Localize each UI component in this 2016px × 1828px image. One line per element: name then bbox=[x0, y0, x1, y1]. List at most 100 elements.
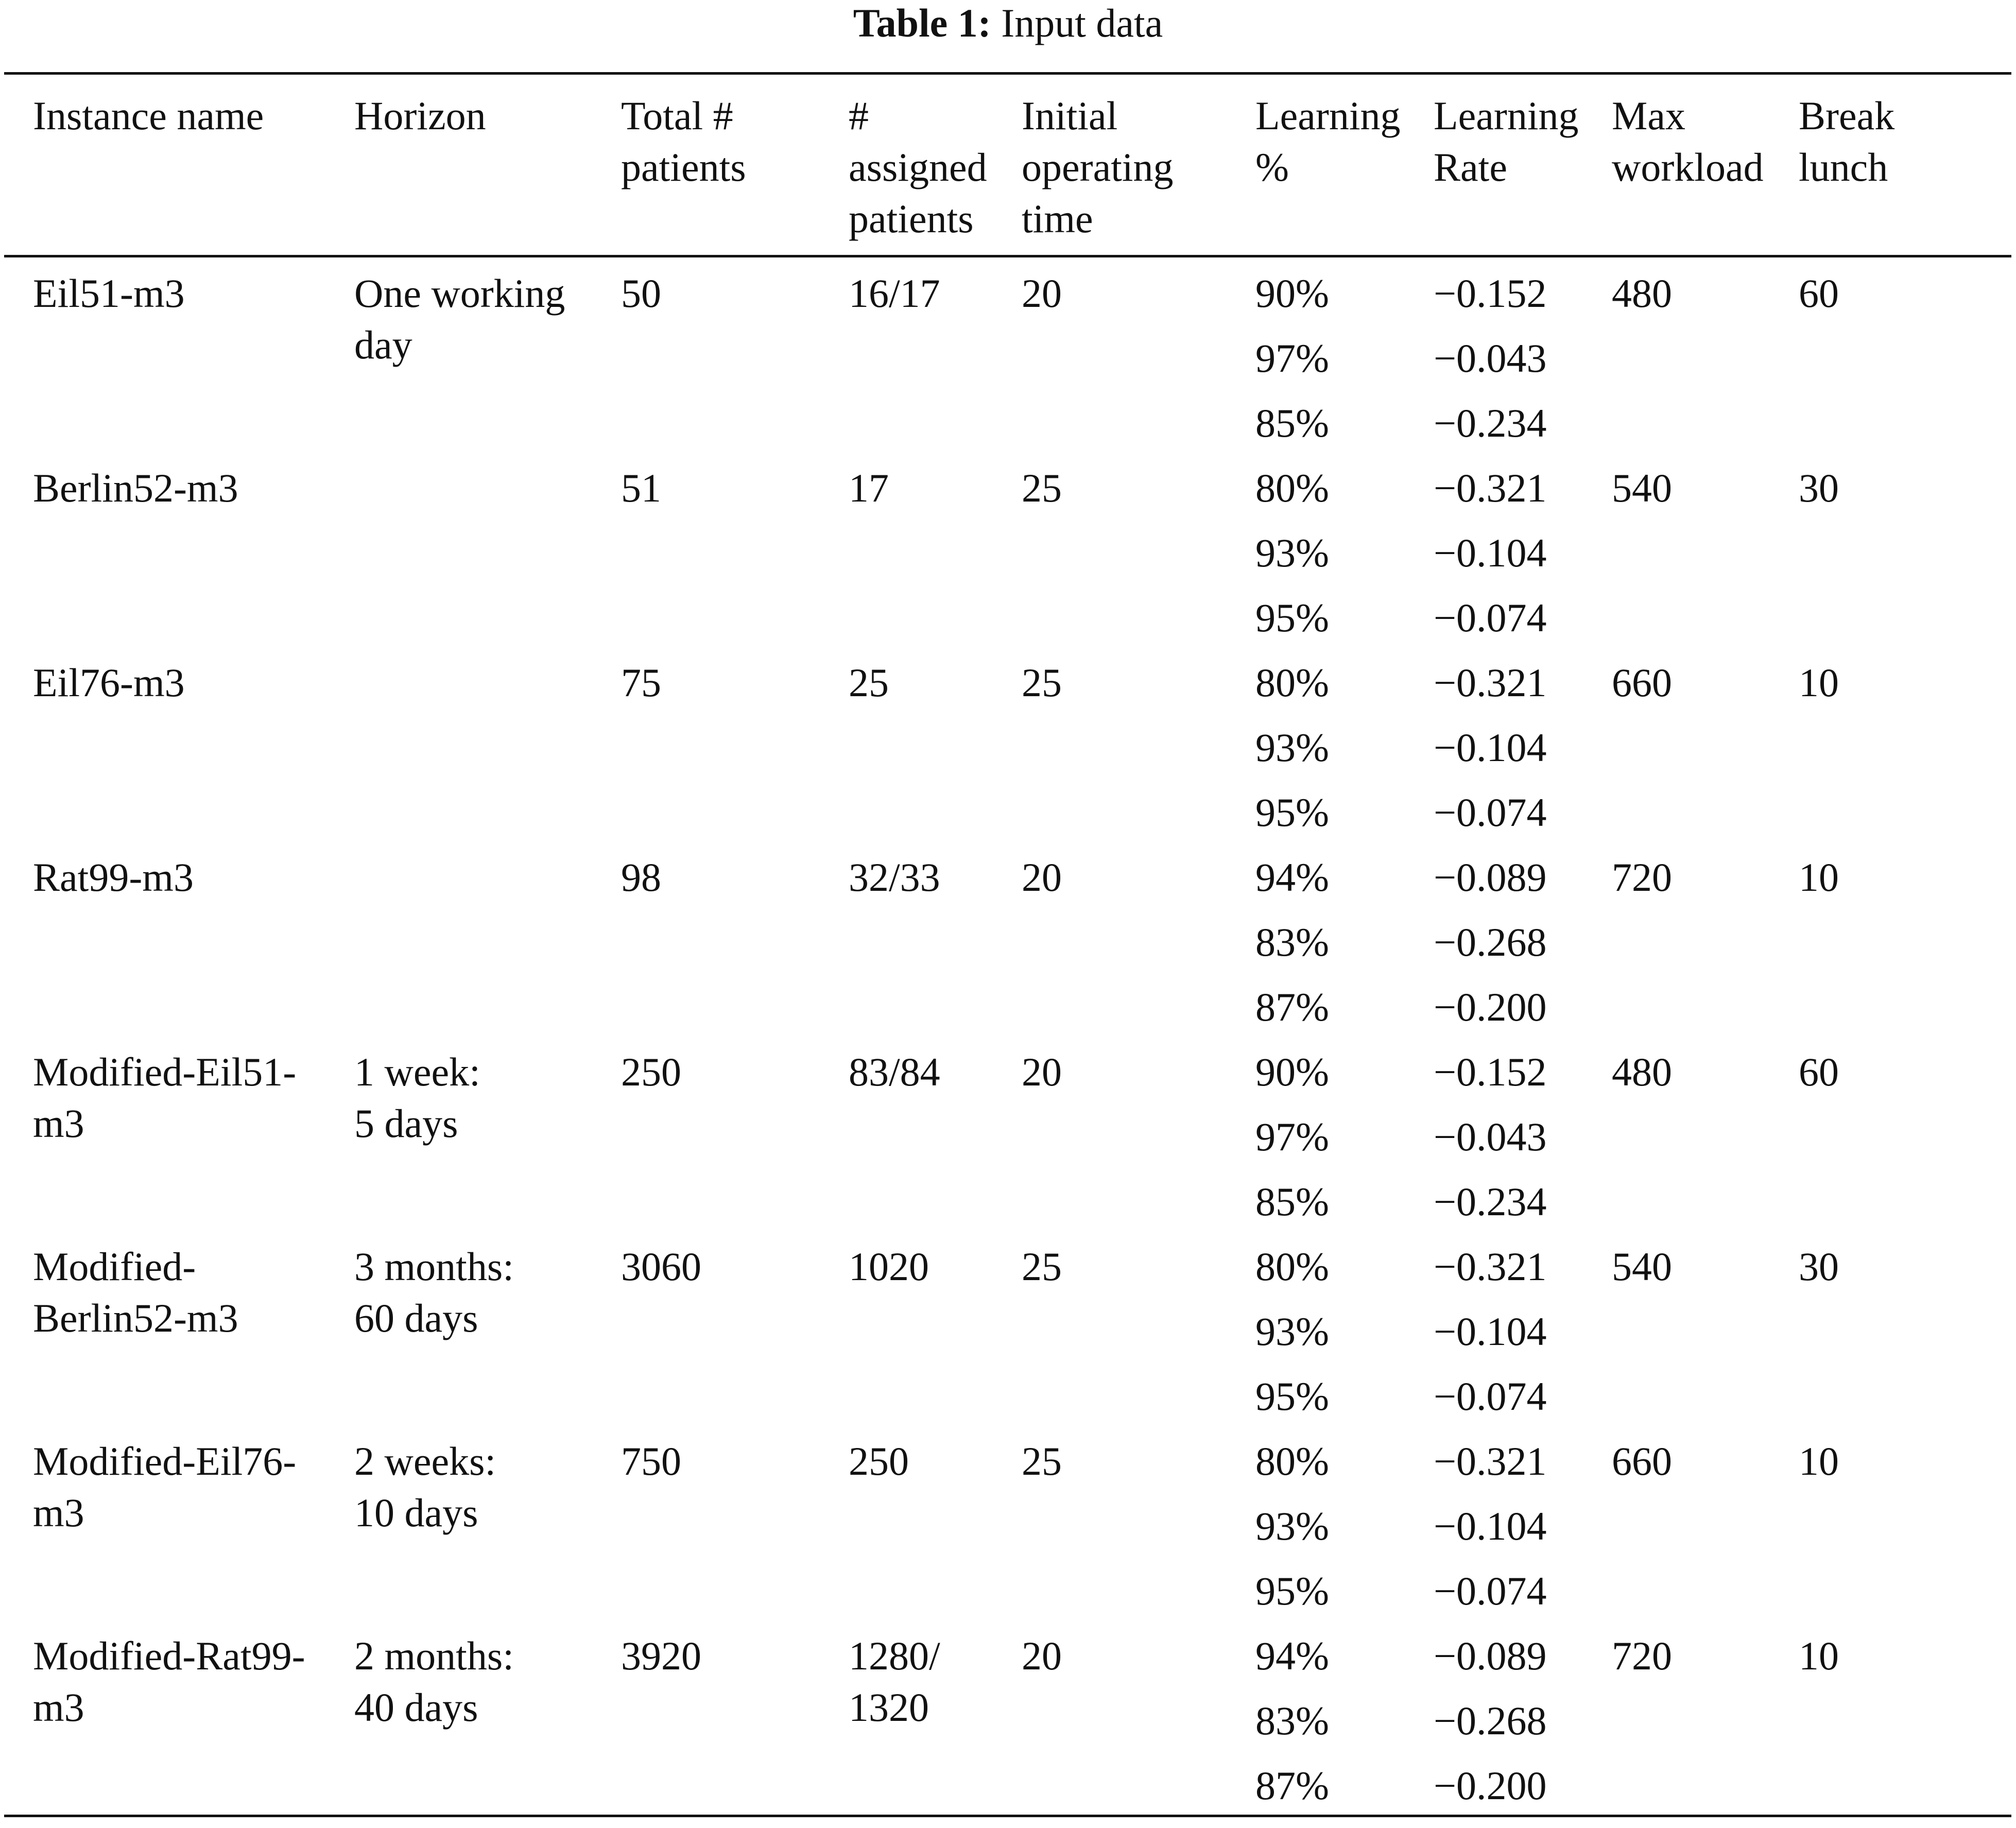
max-workload-cell: 480 bbox=[1612, 271, 1672, 316]
learning-rate-cell: −0.104 bbox=[1434, 725, 1547, 770]
horizon-cell: 2 weeks: 10 days bbox=[354, 1439, 496, 1535]
table-row-group: Eil51-m3 One working day 50 16/17 20 480 60 90% 9… bbox=[4, 257, 2011, 452]
instance-name-cell: Modified-Eil51- m3 bbox=[33, 1049, 297, 1146]
learning-pct-cell: 95% bbox=[1255, 595, 1329, 640]
table-row-group: Berlin52-m3 51 17 25 540 30 80% 93% 95% −0.321 −0.… bbox=[4, 452, 2011, 647]
max-workload-cell: 480 bbox=[1612, 1049, 1672, 1094]
break-lunch-cell: 30 bbox=[1799, 465, 1839, 510]
header-rule bbox=[4, 255, 2011, 257]
initial-operating-time-cell: 25 bbox=[1022, 660, 1062, 705]
table-row-group: Rat99-m3 98 32/33 20 720 10 94% 83% 87% −0.089 −0.… bbox=[4, 841, 2011, 1036]
learning-rate-cell: −0.200 bbox=[1434, 1763, 1547, 1808]
max-workload-cell: 720 bbox=[1612, 1633, 1672, 1678]
break-lunch-cell: 10 bbox=[1799, 660, 1839, 705]
total-patients-cell: 250 bbox=[621, 1049, 681, 1094]
break-lunch-cell: 60 bbox=[1799, 271, 1839, 316]
assigned-patients-cell: 17 bbox=[849, 465, 889, 510]
learning-pct-cell: 94% bbox=[1255, 855, 1329, 900]
learning-pct-cell: 80% bbox=[1255, 660, 1329, 705]
table-row-group: Modified-Rat99- m3 2 months: 40 days 3920 128… bbox=[4, 1620, 2011, 1815]
table-row-group: Eil76-m3 75 25 25 660 10 80% 93% 95% −0.321 −0.104… bbox=[4, 647, 2011, 841]
instance-name-cell: Rat99-m3 bbox=[33, 855, 194, 900]
learning-pct-cell: 93% bbox=[1255, 1504, 1329, 1548]
caption-label: Table 1: bbox=[853, 1, 991, 45]
header-initial-operating-time: Initial operating time bbox=[1022, 93, 1174, 241]
learning-rate-cell: −0.043 bbox=[1434, 1114, 1547, 1159]
learning-rate-cell: −0.268 bbox=[1434, 920, 1547, 964]
break-lunch-cell: 60 bbox=[1799, 1049, 1839, 1094]
learning-rate-cell: −0.152 bbox=[1434, 271, 1547, 316]
learning-pct-cell: 95% bbox=[1255, 1568, 1329, 1613]
learning-pct-cell: 93% bbox=[1255, 1309, 1329, 1354]
initial-operating-time-cell: 25 bbox=[1022, 1244, 1062, 1289]
learning-pct-cell: 97% bbox=[1255, 1114, 1329, 1159]
learning-rate-cell: −0.321 bbox=[1434, 660, 1547, 705]
total-patients-cell: 98 bbox=[621, 855, 661, 900]
assigned-patients-cell: 32/33 bbox=[849, 855, 940, 900]
learning-rate-cell: −0.104 bbox=[1434, 1309, 1547, 1354]
break-lunch-cell: 30 bbox=[1799, 1244, 1839, 1289]
max-workload-cell: 720 bbox=[1612, 855, 1672, 900]
initial-operating-time-cell: 25 bbox=[1022, 1439, 1062, 1484]
input-data-table: Instance name Horizon Total # patients # assi… bbox=[4, 72, 2011, 1817]
total-patients-cell: 75 bbox=[621, 660, 661, 705]
header-total-patients: Total # patients bbox=[621, 93, 746, 189]
total-patients-cell: 750 bbox=[621, 1439, 681, 1484]
learning-rate-cell: −0.321 bbox=[1434, 1439, 1547, 1484]
learning-pct-cell: 93% bbox=[1255, 725, 1329, 770]
learning-rate-cell: −0.268 bbox=[1434, 1698, 1547, 1743]
max-workload-cell: 660 bbox=[1612, 660, 1672, 705]
header-row: Instance name Horizon Total # patients # assi… bbox=[4, 75, 2011, 255]
assigned-patients-cell: 250 bbox=[849, 1439, 909, 1484]
learning-rate-cell: −0.043 bbox=[1434, 336, 1547, 381]
learning-rate-cell: −0.074 bbox=[1434, 595, 1547, 640]
horizon-cell: 2 months: 40 days bbox=[354, 1633, 514, 1730]
horizon-cell: 3 months: 60 days bbox=[354, 1244, 514, 1340]
break-lunch-cell: 10 bbox=[1799, 1633, 1839, 1678]
learning-pct-cell: 85% bbox=[1255, 1179, 1329, 1224]
initial-operating-time-cell: 20 bbox=[1022, 1633, 1062, 1678]
caption-text: Input data bbox=[1001, 1, 1163, 45]
header-learning-pct: Learning% bbox=[1255, 93, 1401, 189]
table-caption: Table 1: Input data bbox=[0, 0, 2016, 46]
instance-name-cell: Modified-Rat99- m3 bbox=[33, 1633, 305, 1730]
learning-rate-cell: −0.089 bbox=[1434, 855, 1547, 900]
learning-pct-cell: 85% bbox=[1255, 401, 1329, 445]
learning-pct-cell: 80% bbox=[1255, 1439, 1329, 1484]
break-lunch-cell: 10 bbox=[1799, 855, 1839, 900]
table-body: Eil51-m3 One working day 50 16/17 20 480 60 90% 9… bbox=[4, 257, 2011, 1815]
learning-pct-cell: 97% bbox=[1255, 336, 1329, 381]
assigned-patients-cell: 1280/1320 bbox=[849, 1633, 940, 1730]
learning-pct-cell: 95% bbox=[1255, 1374, 1329, 1419]
total-patients-cell: 51 bbox=[621, 465, 661, 510]
learning-rate-cell: −0.321 bbox=[1434, 1244, 1547, 1289]
assigned-patients-cell: 16/17 bbox=[849, 271, 940, 316]
assigned-patients-cell: 25 bbox=[849, 660, 889, 705]
learning-rate-cell: −0.074 bbox=[1434, 1568, 1547, 1613]
header-assigned-patients: # assigned patients bbox=[849, 93, 987, 241]
total-patients-cell: 3060 bbox=[621, 1244, 701, 1289]
learning-pct-cell: 80% bbox=[1255, 465, 1329, 510]
instance-name-cell: Modified- Berlin52-m3 bbox=[33, 1244, 238, 1340]
learning-rate-cell: −0.104 bbox=[1434, 1504, 1547, 1548]
learning-rate-cell: −0.074 bbox=[1434, 1374, 1547, 1419]
learning-rate-cell: −0.234 bbox=[1434, 401, 1547, 445]
learning-pct-cell: 95% bbox=[1255, 790, 1329, 835]
break-lunch-cell: 10 bbox=[1799, 1439, 1839, 1484]
max-workload-cell: 540 bbox=[1612, 465, 1672, 510]
top-rule bbox=[4, 72, 2011, 75]
header-break-lunch: Break lunch bbox=[1799, 93, 1895, 189]
learning-pct-cell: 90% bbox=[1255, 1049, 1329, 1094]
total-patients-cell: 50 bbox=[621, 271, 661, 316]
learning-pct-cell: 93% bbox=[1255, 530, 1329, 575]
learning-pct-cell: 90% bbox=[1255, 271, 1329, 316]
initial-operating-time-cell: 20 bbox=[1022, 855, 1062, 900]
table-row-group: Modified-Eil51- m3 1 week: 5 days 250 83/84 20… bbox=[4, 1036, 2011, 1231]
learning-rate-cell: −0.234 bbox=[1434, 1179, 1547, 1224]
learning-pct-cell: 87% bbox=[1255, 1763, 1329, 1808]
header-learning-rate: Learning Rate bbox=[1434, 93, 1579, 189]
horizon-cell: 1 week: 5 days bbox=[354, 1049, 480, 1146]
bottom-rule bbox=[4, 1815, 2011, 1817]
instance-name-cell: Eil51-m3 bbox=[33, 271, 185, 316]
instance-name-cell: Modified-Eil76- m3 bbox=[33, 1439, 297, 1535]
